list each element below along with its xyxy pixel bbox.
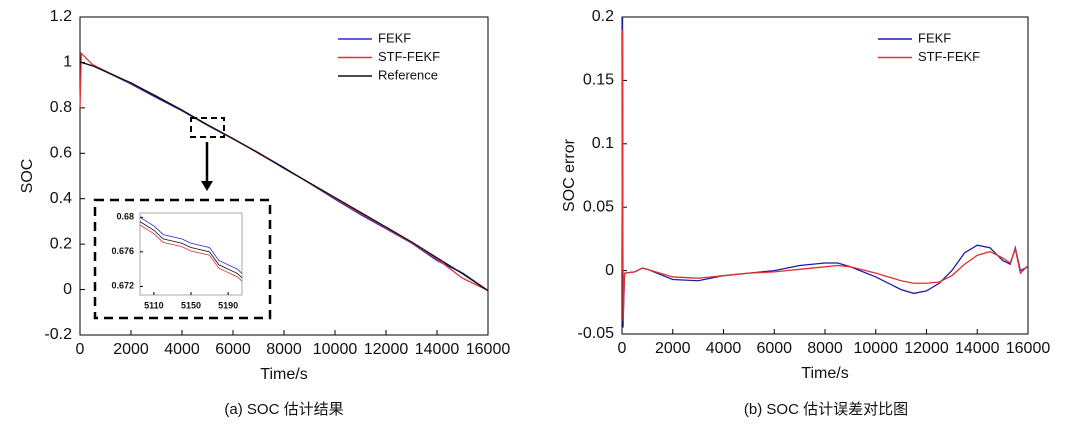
y-tick-label: -0.05 (578, 325, 615, 342)
series-line (621, 29, 1029, 322)
x-tick-label: 14000 (955, 340, 1000, 357)
y-tick-label: 0.672 (111, 281, 134, 291)
y-axis-label: SOC error (561, 138, 578, 212)
y-tick-label: 1 (63, 54, 72, 71)
x-tick-label: 4000 (706, 340, 742, 357)
x-tick-label: 8000 (266, 341, 302, 358)
caption: (b) SOC 估计误差对比图 (744, 401, 908, 418)
x-tick-label: 0 (618, 340, 627, 357)
series-line (80, 61, 489, 292)
y-tick-label: 0.6 (50, 145, 72, 162)
x-tick-label: 5110 (144, 300, 164, 310)
plot-area (139, 212, 243, 296)
y-tick-label: 1.2 (50, 8, 72, 25)
x-tick-label: 5190 (218, 300, 238, 310)
y-tick-label: 0.05 (583, 198, 614, 215)
y-tick-label: 0 (63, 281, 72, 298)
x-tick-label: 2000 (655, 340, 691, 357)
x-tick-label: 16000 (466, 341, 511, 358)
legend-label: Reference (378, 67, 438, 82)
series-line (139, 221, 243, 279)
x-tick-label: 16000 (1006, 340, 1051, 357)
y-tick-label: 0.2 (50, 235, 72, 252)
x-tick-label: 5150 (181, 300, 201, 310)
y-axis-label: SOC (19, 159, 36, 194)
y-tick-label: 0.676 (111, 246, 134, 256)
y-tick-label: -0.2 (44, 326, 72, 343)
x-tick-label: 6000 (215, 341, 251, 358)
x-tick-label: 6000 (756, 340, 792, 357)
y-tick-label: 0 (605, 262, 614, 279)
y-tick-label: 0.15 (583, 72, 614, 89)
x-axis-label: Time/s (260, 366, 307, 383)
legend-label: STF-FEKF (918, 49, 980, 64)
y-tick-label: 0.68 (116, 212, 134, 222)
x-tick-label: 2000 (113, 341, 149, 358)
x-tick-label: 10000 (854, 340, 899, 357)
x-tick-label: 0 (76, 341, 85, 358)
x-axis-label: Time/s (801, 365, 848, 382)
y-tick-label: 0.1 (592, 135, 614, 152)
legend-label: STF-FEKF (378, 49, 440, 64)
panel-b: 0 2000 4000 6000 8000 10000 12000 14000 16000 -0.… (561, 8, 1050, 418)
x-tick-label: 12000 (364, 341, 409, 358)
y-tick-label: 0.2 (592, 8, 614, 25)
zoom-region (190, 117, 225, 138)
plot-area (621, 16, 1029, 335)
legend-label: FEKF (378, 30, 411, 45)
series-line (139, 216, 243, 274)
x-tick-label: 8000 (807, 340, 843, 357)
y-tick-label: 0.8 (50, 99, 72, 116)
x-tick-label: 4000 (164, 341, 200, 358)
legend-label: FEKF (918, 30, 951, 45)
x-tick-label: 14000 (415, 341, 460, 358)
caption: (a) SOC 估计结果 (224, 401, 343, 418)
x-tick-label: 10000 (313, 341, 358, 358)
x-tick-label: 12000 (904, 340, 949, 357)
inset: 5110 5150 5190 0.672 0.676 0.68 (111, 212, 243, 310)
y-tick-label: 0.4 (50, 190, 72, 207)
arrow-head (201, 181, 213, 191)
series-line (139, 224, 243, 282)
